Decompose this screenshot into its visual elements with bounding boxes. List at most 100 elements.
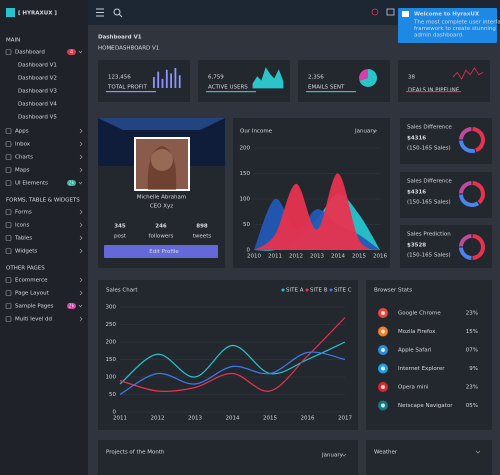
submenu-item[interactable]: Dashboard V1: [18, 63, 57, 69]
donut-segment: [459, 140, 476, 153]
chevron-icon: [79, 154, 83, 160]
profile-stat-value: 345: [114, 224, 126, 230]
section-title: MAIN: [6, 38, 20, 44]
menu-item[interactable]: Charts: [15, 155, 33, 161]
submenu-item[interactable]: Dashboard V4: [18, 102, 57, 108]
x-tick-label: 2016: [301, 416, 315, 422]
browser-name: Netscape Navigator: [398, 403, 453, 409]
menu-icon: [5, 167, 12, 173]
legend-marker: [281, 288, 285, 292]
logo: [ HYRAXUX ]: [18, 11, 57, 17]
card-title: Sales Chart: [106, 288, 138, 294]
stat-value: 2,356: [308, 75, 324, 81]
sales-card: [400, 172, 492, 218]
chevron-icon: [78, 181, 83, 185]
logo-icon: [6, 8, 15, 17]
menu-item[interactable]: Maps: [15, 168, 30, 174]
menu-icon: [5, 141, 12, 147]
x-tick-label: 2010: [247, 254, 261, 260]
chevron-icon: [78, 304, 83, 308]
x-tick-label: 2013: [188, 416, 202, 422]
edit-profile-button[interactable]: [104, 245, 218, 258]
menu-icon: [5, 248, 12, 254]
x-tick-label: 2011: [268, 254, 282, 260]
donut-segment: [472, 234, 485, 260]
menu-icon[interactable]: [96, 8, 104, 17]
y-tick-label: 300: [106, 305, 117, 311]
menu-item[interactable]: UI Elements: [15, 181, 48, 187]
search-icon[interactable]: [113, 8, 123, 18]
stat-value: 123,456: [108, 75, 131, 81]
browser-share: 15%: [466, 329, 478, 335]
legend-label: SITE B: [310, 288, 328, 294]
line: [119, 317, 346, 392]
notification-text: admin dashboard.: [414, 33, 464, 39]
dropdown-icon: [475, 450, 481, 454]
x-tick-label: 2017: [338, 416, 352, 422]
chevron-icon: [109, 45, 113, 51]
chevron-icon: [78, 50, 83, 54]
menu-item[interactable]: Forms: [15, 210, 32, 216]
stat-underline: [106, 91, 156, 93]
notification-icon[interactable]: [371, 8, 379, 16]
dropdown[interactable]: January: [321, 453, 344, 459]
donut-segment: [472, 127, 485, 153]
sales-card: [400, 118, 492, 164]
menu-item[interactable]: Icons: [15, 223, 29, 229]
y-tick-label: 50: [109, 392, 116, 398]
edit-profile-button-text[interactable]: Edit Profile: [149, 249, 179, 255]
menu-item[interactable]: Ecommerce: [15, 278, 48, 284]
menu-icon: [5, 209, 12, 215]
menu-item[interactable]: Page Layout: [15, 291, 50, 297]
badge: [67, 49, 76, 55]
browser-share: 9%: [469, 366, 478, 372]
x-tick-label: 2014: [331, 254, 345, 260]
menu-item[interactable]: Apps: [15, 129, 29, 135]
menu-icon: [5, 180, 12, 186]
menu-icon: [5, 49, 12, 55]
notification-icon: [402, 11, 409, 17]
menu-icon: [5, 235, 12, 241]
profile-stat-value: 898: [196, 224, 208, 230]
line: [119, 341, 346, 385]
projects-card: [98, 440, 358, 475]
camera-icon[interactable]: [386, 8, 395, 16]
menu-item[interactable]: Multi level dd: [15, 317, 52, 323]
section-title: FORMS, TABLE & WIDGETS: [6, 198, 80, 204]
menu-item[interactable]: Dashboard: [15, 50, 45, 56]
chevron-icon: [79, 248, 83, 254]
spark-area: [252, 67, 284, 89]
badge-text: 4: [70, 50, 74, 56]
menu-item[interactable]: Inbox: [15, 142, 31, 148]
spark-bar: [161, 78, 164, 88]
breadcrumb[interactable]: HOME: [98, 46, 115, 52]
spark-bar: [165, 69, 168, 88]
y-tick-label: 200: [106, 340, 117, 346]
y-tick-label: 150: [106, 357, 117, 363]
dropdown[interactable]: January: [354, 129, 377, 135]
menu-icon: [5, 303, 12, 309]
submenu-item[interactable]: Dashboard V3: [18, 89, 57, 95]
menu-item[interactable]: Sample Pages: [15, 304, 54, 310]
menu-item[interactable]: Tables: [14, 236, 32, 242]
donut-segment: [459, 247, 472, 260]
submenu-item[interactable]: Dashboard V2: [18, 76, 57, 82]
x-tick-label: 2013: [310, 254, 324, 260]
submenu-item[interactable]: Dashboard V5: [18, 115, 57, 121]
chevron-icon: [79, 141, 83, 147]
legend-label: SITE C: [334, 288, 352, 294]
donut-segment: [459, 194, 480, 207]
donut-segment: [459, 127, 472, 140]
y-tick-label: 100: [106, 375, 117, 381]
card-title: Our Income: [240, 129, 273, 135]
x-tick-label: 2012: [289, 254, 303, 260]
profile-stat-label: followers: [149, 234, 174, 240]
menu-item[interactable]: Widgets: [15, 249, 37, 255]
spark-bar: [174, 68, 177, 88]
donut-segment: [459, 181, 472, 194]
y-tick-label: 0: [247, 248, 251, 254]
chevron-icon: [79, 167, 83, 173]
weather-card: [366, 440, 492, 475]
